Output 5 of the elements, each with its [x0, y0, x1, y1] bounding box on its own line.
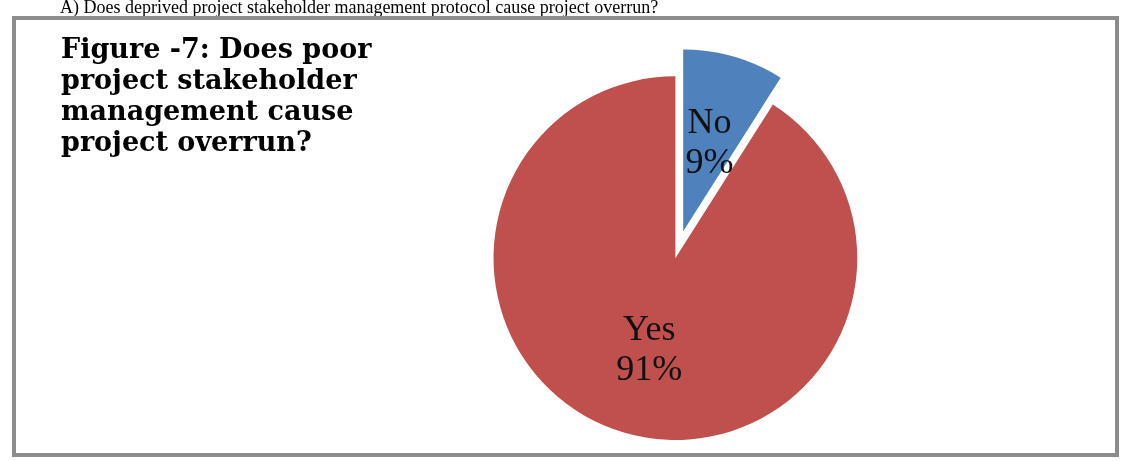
text: A) Does deprived project stakeholder management protocol cause project overrun? — [60, 0, 659, 17]
slice-label: No — [687, 101, 732, 142]
slice-label: Yes — [623, 308, 676, 349]
text: Figure -7: Does poor project stakeholder management cause project overrun? — [61, 33, 381, 157]
data-label: 91% — [616, 348, 683, 389]
